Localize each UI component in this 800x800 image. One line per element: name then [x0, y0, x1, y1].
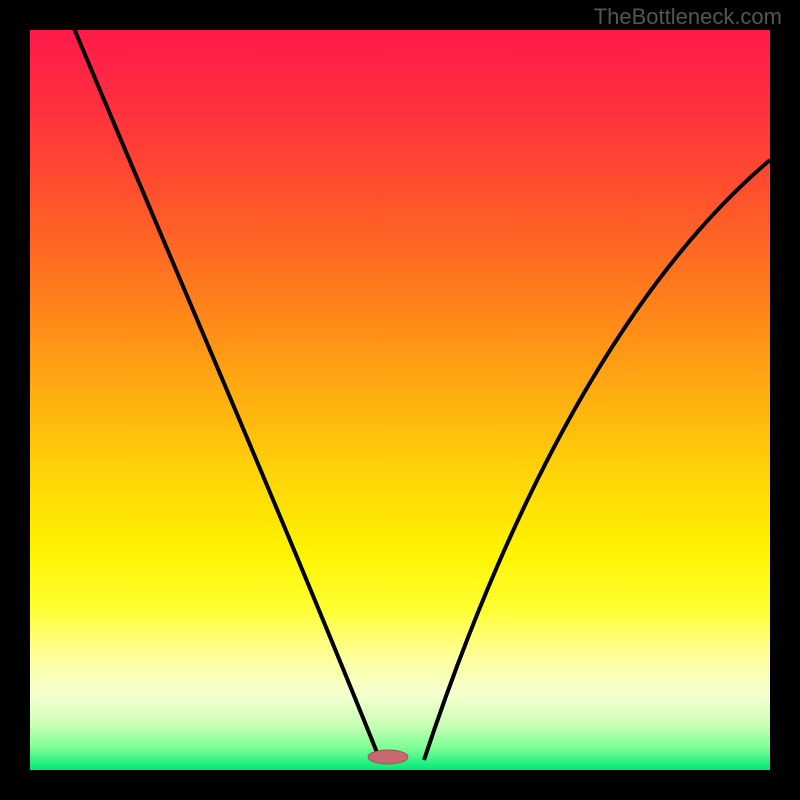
chart-container: TheBottleneck.com — [0, 0, 800, 800]
watermark-text: TheBottleneck.com — [594, 4, 782, 30]
bottleneck-chart — [0, 0, 800, 800]
gradient-background — [30, 30, 770, 770]
bottleneck-marker — [368, 750, 408, 764]
